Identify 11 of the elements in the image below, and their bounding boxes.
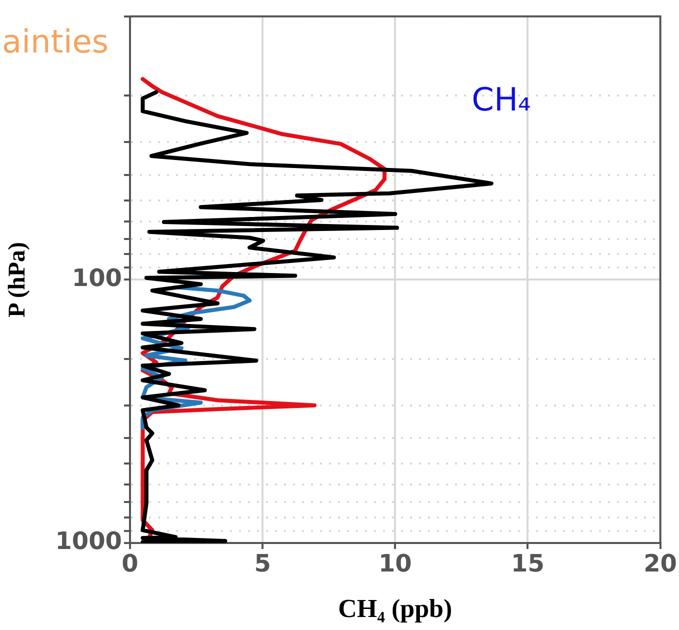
x-tick-label: 5 xyxy=(254,550,271,578)
text: ainties xyxy=(2,22,109,61)
x-tick-label: 10 xyxy=(378,550,412,578)
x-tick-label: 15 xyxy=(511,550,544,578)
x-tick-label: 20 xyxy=(644,550,678,578)
annotation: CH₄ xyxy=(472,80,531,119)
x-tick-label: 0 xyxy=(122,550,138,578)
y-tick-label: 1000 xyxy=(55,527,122,556)
y-axis-title: P (hPa) xyxy=(4,242,31,318)
y-tick-label: 100 xyxy=(72,264,122,292)
x-axis-title: CH₄ (ppb) xyxy=(338,594,452,624)
